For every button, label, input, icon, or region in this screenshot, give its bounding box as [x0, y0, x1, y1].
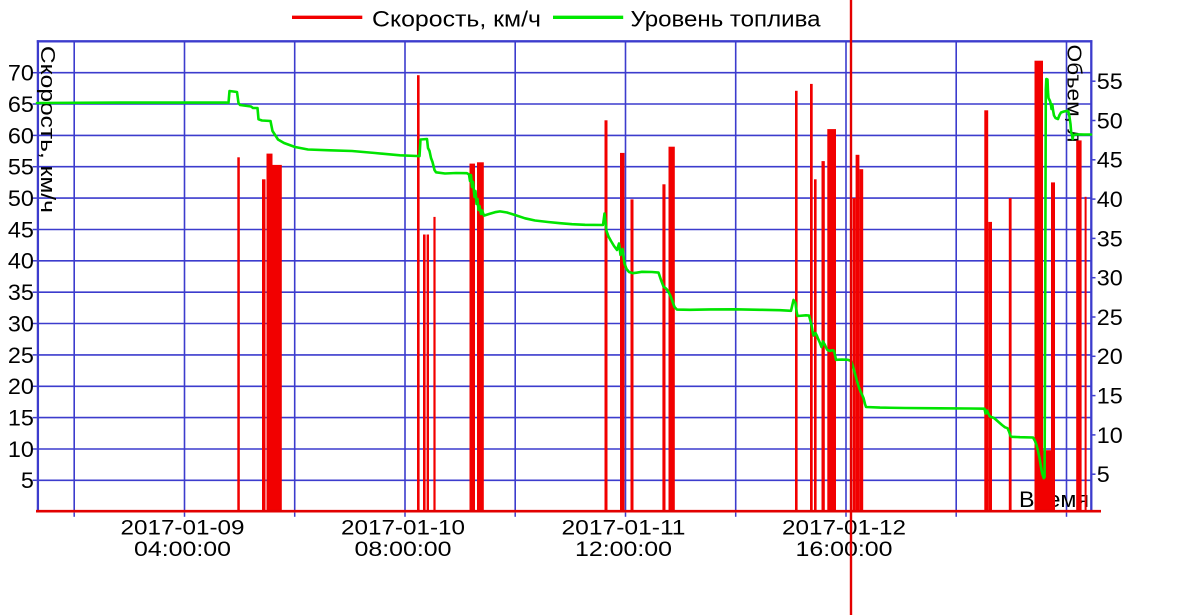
svg-text:70: 70	[8, 61, 34, 86]
svg-text:30: 30	[1097, 266, 1123, 291]
svg-text:40: 40	[1097, 187, 1123, 212]
svg-text:Скорость, км/ч: Скорость, км/ч	[372, 6, 541, 31]
svg-text:65: 65	[8, 92, 34, 117]
svg-text:16:00:00: 16:00:00	[796, 538, 893, 561]
svg-text:35: 35	[1097, 226, 1123, 251]
svg-text:15: 15	[1097, 384, 1123, 409]
svg-text:04:00:00: 04:00:00	[134, 538, 231, 561]
svg-text:10: 10	[8, 437, 34, 462]
svg-text:55: 55	[8, 155, 34, 180]
svg-text:30: 30	[8, 311, 34, 336]
svg-text:50: 50	[8, 186, 34, 211]
svg-text:2017-01-12: 2017-01-12	[782, 516, 906, 539]
svg-text:50: 50	[1097, 108, 1123, 133]
svg-text:2017-01-10: 2017-01-10	[341, 516, 465, 539]
svg-text:40: 40	[8, 249, 34, 274]
svg-text:5: 5	[1097, 462, 1110, 487]
svg-text:55: 55	[1097, 69, 1123, 94]
svg-text:2017-01-09: 2017-01-09	[121, 516, 245, 539]
svg-text:15: 15	[8, 406, 34, 431]
svg-text:Скорость, км/ч: Скорость, км/ч	[36, 46, 58, 213]
svg-text:20: 20	[1097, 344, 1123, 369]
svg-text:10: 10	[1097, 423, 1123, 448]
svg-text:5: 5	[21, 468, 34, 493]
svg-text:20: 20	[8, 374, 34, 399]
svg-text:60: 60	[8, 123, 34, 148]
svg-text:25: 25	[1097, 305, 1123, 330]
svg-text:2017-01-11: 2017-01-11	[562, 516, 686, 539]
svg-text:Объем, л: Объем, л	[1063, 45, 1085, 143]
svg-text:45: 45	[8, 217, 34, 242]
svg-text:25: 25	[8, 343, 34, 368]
svg-text:12:00:00: 12:00:00	[575, 538, 672, 561]
svg-text:35: 35	[8, 280, 34, 305]
svg-text:Уровень топлива: Уровень топлива	[631, 6, 822, 31]
svg-text:08:00:00: 08:00:00	[355, 538, 452, 561]
svg-text:45: 45	[1097, 148, 1123, 173]
